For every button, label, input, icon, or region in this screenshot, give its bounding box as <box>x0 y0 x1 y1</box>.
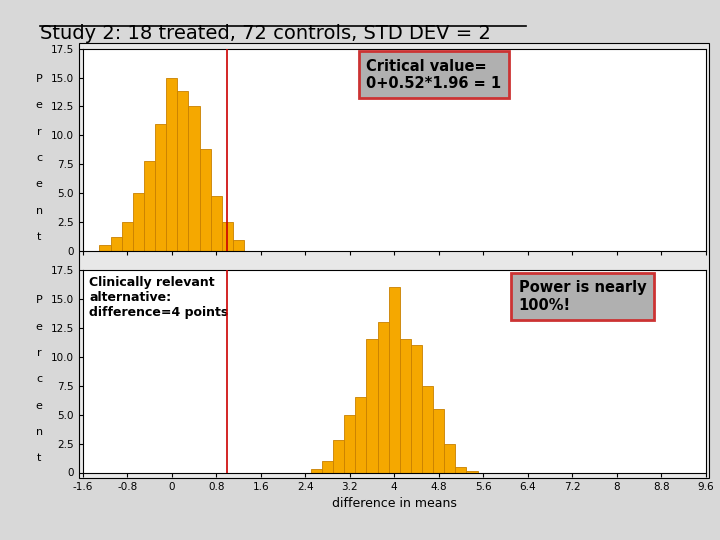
Bar <box>355 397 366 472</box>
Bar <box>166 78 177 251</box>
Text: e: e <box>36 322 42 332</box>
Bar <box>189 106 199 251</box>
Bar <box>433 409 444 472</box>
Bar <box>222 222 233 251</box>
X-axis label: difference in means: difference in means <box>332 497 456 510</box>
Text: Power is nearly
100%!: Power is nearly 100%! <box>518 280 647 313</box>
Bar <box>122 222 133 251</box>
Bar <box>177 91 189 251</box>
Bar <box>99 245 111 251</box>
Bar <box>389 287 400 472</box>
Text: c: c <box>36 153 42 163</box>
Bar <box>411 345 422 472</box>
Text: Study 2: 18 treated, 72 controls, STD DEV = 2: Study 2: 18 treated, 72 controls, STD DE… <box>40 24 490 43</box>
Text: r: r <box>37 126 42 137</box>
Text: P: P <box>36 295 42 306</box>
Bar <box>144 161 155 251</box>
Bar <box>199 149 211 251</box>
Text: e: e <box>36 401 42 411</box>
Bar <box>366 340 377 472</box>
Text: Critical value=
0+0.52*1.96 = 1: Critical value= 0+0.52*1.96 = 1 <box>366 59 501 91</box>
Text: r: r <box>37 348 42 358</box>
Bar <box>400 340 411 472</box>
Text: e: e <box>36 100 42 110</box>
Bar <box>377 322 389 472</box>
Text: n: n <box>36 427 42 437</box>
Text: e: e <box>36 179 42 190</box>
Bar <box>422 386 433 472</box>
Bar <box>455 467 467 472</box>
Bar <box>444 443 455 472</box>
Bar <box>467 471 477 472</box>
Bar <box>233 240 244 251</box>
Text: t: t <box>37 232 41 242</box>
Text: n: n <box>36 206 42 215</box>
Text: c: c <box>36 374 42 384</box>
Bar <box>344 415 355 472</box>
Bar <box>322 461 333 472</box>
Text: Clinically relevant
alternative:
difference=4 points: Clinically relevant alternative: differe… <box>89 276 228 319</box>
Bar <box>133 193 144 251</box>
Text: t: t <box>37 453 41 463</box>
Bar <box>155 124 166 251</box>
Bar <box>333 440 344 472</box>
Bar <box>111 237 122 251</box>
Text: P: P <box>36 74 42 84</box>
Bar <box>211 195 222 251</box>
Bar <box>311 469 322 472</box>
